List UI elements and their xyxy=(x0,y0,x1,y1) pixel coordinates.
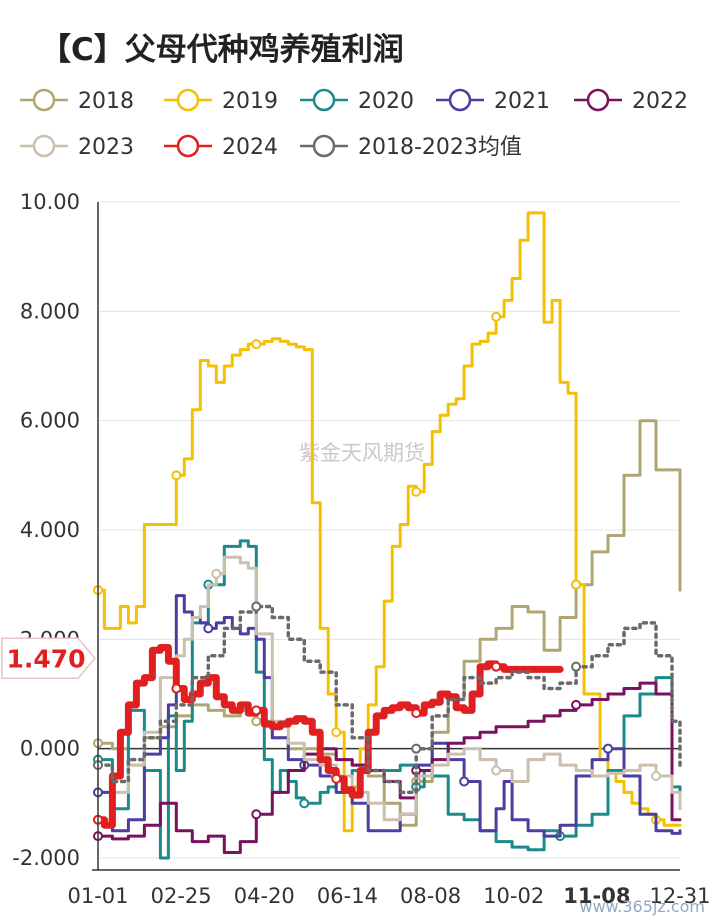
x-tick-label: 12-31 xyxy=(649,884,710,908)
y-tick-label: 4.000 xyxy=(20,518,80,542)
series-point xyxy=(571,661,582,672)
legend-label: 2023 xyxy=(78,135,134,160)
series-point xyxy=(571,699,582,710)
series-point xyxy=(491,661,502,672)
series-point xyxy=(331,727,342,738)
series-point xyxy=(171,683,182,694)
series-point xyxy=(299,798,310,809)
current-value-label: 1.470 xyxy=(6,644,85,673)
x-tick-label: 04-20 xyxy=(234,884,295,908)
x-tick-label: 01-01 xyxy=(67,884,128,908)
x-tick-label: 10-02 xyxy=(483,884,544,908)
legend-label: 2022 xyxy=(632,89,688,114)
series-point xyxy=(251,601,262,612)
series-point xyxy=(491,311,502,322)
legend-label: 2019 xyxy=(222,89,278,114)
legend-marker xyxy=(312,134,336,158)
legend-label: 2024 xyxy=(222,135,278,160)
legend-marker xyxy=(32,134,56,158)
legend-marker xyxy=(176,134,200,158)
y-tick-label: 8.000 xyxy=(20,299,80,323)
legend-label: 2018 xyxy=(78,89,134,114)
series-point xyxy=(203,623,214,634)
series-point xyxy=(603,743,614,754)
y-tick-label: 0.000 xyxy=(20,737,80,761)
series-layer xyxy=(93,211,682,860)
watermark: 紫金天风期货 xyxy=(299,441,425,465)
legend-marker xyxy=(176,88,200,112)
series-point xyxy=(651,771,662,781)
x-tick-label: 02-25 xyxy=(151,884,212,908)
legend-marker xyxy=(312,88,336,112)
series-line xyxy=(96,604,682,795)
legend: 2018 2019 2020 2021 2022 2023 2024 2018-2023均值 xyxy=(20,88,688,160)
series-point xyxy=(251,809,262,820)
series-point xyxy=(411,486,422,497)
y-tick-label: 6.000 xyxy=(20,409,80,433)
series-line xyxy=(94,644,564,829)
legend-marker xyxy=(448,88,472,112)
source-text: www.365jz.com xyxy=(579,897,705,916)
current-value-marker: 1.470 xyxy=(1,637,96,680)
series-point xyxy=(251,339,262,350)
legend-label: 2020 xyxy=(358,89,414,114)
chart-title: 【C】父母代种鸡养殖利润 xyxy=(40,32,404,68)
y-tick-label: -2.000 xyxy=(12,846,80,870)
legend-marker xyxy=(32,88,56,112)
legend-label: 2018-2023均值 xyxy=(358,135,522,160)
x-tick-label-highlight: 11-08 xyxy=(563,884,630,908)
x-tick-label: 08-08 xyxy=(400,884,461,908)
series-point xyxy=(251,716,262,727)
series-point xyxy=(331,773,342,784)
series-point xyxy=(251,705,262,716)
series-point xyxy=(411,743,422,754)
y-tick-label: 10.00 xyxy=(20,190,80,214)
series-point xyxy=(459,776,470,787)
x-tick-label: 06-14 xyxy=(317,884,378,908)
series-point xyxy=(411,708,422,719)
current-value-tag xyxy=(1,637,96,680)
series-point xyxy=(211,568,222,579)
legend-label: 2021 xyxy=(494,89,550,114)
axes: 01-01 02-25 04-20 06-14 08-08 10-02 11-08 12-31 xyxy=(67,202,711,908)
legend-marker xyxy=(586,88,610,112)
series-point xyxy=(171,470,182,481)
series-point xyxy=(571,579,582,590)
series-point xyxy=(491,765,502,776)
